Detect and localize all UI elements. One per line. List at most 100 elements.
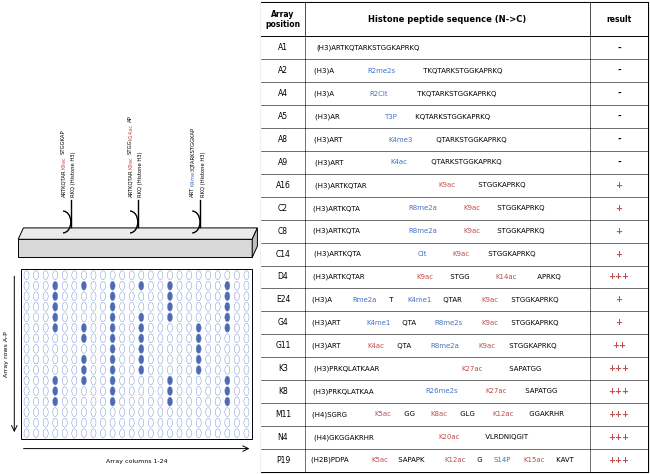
Circle shape [43, 292, 48, 301]
Circle shape [158, 323, 163, 332]
Circle shape [53, 397, 58, 406]
Circle shape [120, 376, 125, 385]
Text: A4: A4 [278, 89, 288, 98]
Circle shape [205, 271, 211, 280]
Circle shape [158, 408, 163, 417]
Text: SAPAPK: SAPAPK [396, 457, 427, 463]
Circle shape [62, 271, 68, 280]
Text: RKQ (Histone H3): RKQ (Histone H3) [201, 151, 205, 197]
Circle shape [91, 387, 96, 395]
Text: A16: A16 [276, 181, 291, 190]
Text: (H3)A: (H3)A [315, 91, 337, 97]
Text: (H3)ARTKQTAR: (H3)ARTKQTAR [315, 182, 369, 189]
Circle shape [53, 302, 58, 311]
Circle shape [72, 292, 77, 301]
Circle shape [244, 302, 249, 311]
Circle shape [168, 313, 172, 322]
Text: AP: AP [128, 116, 133, 122]
Circle shape [120, 302, 125, 311]
Circle shape [215, 387, 220, 395]
Circle shape [120, 281, 125, 290]
Circle shape [187, 323, 192, 332]
Circle shape [235, 323, 239, 332]
Circle shape [110, 387, 115, 395]
Circle shape [235, 397, 239, 406]
Circle shape [196, 376, 202, 385]
Circle shape [34, 302, 38, 311]
Circle shape [120, 271, 125, 280]
Circle shape [225, 355, 230, 364]
Text: K9ac: K9ac [463, 228, 480, 234]
Circle shape [101, 302, 105, 311]
Circle shape [225, 302, 230, 311]
Circle shape [120, 365, 125, 374]
Bar [261, 449, 648, 472]
Circle shape [129, 365, 135, 374]
Circle shape [177, 323, 182, 332]
Circle shape [53, 313, 58, 322]
Circle shape [34, 313, 38, 322]
Circle shape [225, 397, 230, 406]
Circle shape [168, 365, 172, 374]
Circle shape [43, 429, 48, 438]
Circle shape [43, 302, 48, 311]
Circle shape [177, 345, 182, 353]
Circle shape [110, 302, 115, 311]
Circle shape [53, 408, 58, 417]
Text: K27ac: K27ac [462, 365, 483, 372]
Text: M11: M11 [275, 410, 291, 419]
Circle shape [81, 345, 86, 353]
Circle shape [81, 313, 86, 322]
Circle shape [81, 397, 86, 406]
Circle shape [72, 281, 77, 290]
Circle shape [168, 418, 172, 427]
Circle shape [138, 355, 144, 364]
Text: STGGKAPRKQ: STGGKAPRKQ [508, 297, 558, 303]
Circle shape [158, 334, 163, 343]
Text: STGGKAPRKQ: STGGKAPRKQ [495, 228, 545, 234]
Circle shape [62, 323, 68, 332]
Circle shape [225, 418, 230, 427]
Circle shape [91, 397, 96, 406]
Circle shape [138, 281, 144, 290]
Text: R2me2s: R2me2s [367, 68, 396, 74]
Circle shape [53, 345, 58, 353]
Text: GGAKRHR: GGAKRHR [527, 411, 564, 418]
Text: (H3)ART: (H3)ART [312, 342, 343, 349]
Circle shape [187, 365, 192, 374]
Text: R2Cit: R2Cit [369, 91, 388, 97]
Circle shape [196, 345, 202, 353]
Circle shape [53, 355, 58, 364]
Circle shape [101, 376, 105, 385]
Bar [261, 82, 648, 105]
Circle shape [43, 313, 48, 322]
Text: K4me3: K4me3 [190, 168, 195, 186]
Circle shape [129, 355, 135, 364]
Circle shape [177, 355, 182, 364]
Circle shape [62, 334, 68, 343]
Bar [261, 105, 648, 128]
Text: SAPATGG: SAPATGG [507, 365, 541, 372]
Circle shape [177, 418, 182, 427]
Circle shape [72, 271, 77, 280]
Circle shape [34, 271, 38, 280]
Circle shape [215, 408, 220, 417]
Circle shape [196, 387, 202, 395]
Text: (H3)A: (H3)A [314, 68, 336, 74]
Circle shape [244, 313, 249, 322]
Circle shape [168, 302, 172, 311]
Circle shape [81, 323, 86, 332]
Circle shape [215, 397, 220, 406]
Circle shape [205, 355, 211, 364]
Circle shape [225, 345, 230, 353]
Circle shape [34, 397, 38, 406]
Circle shape [168, 281, 172, 290]
Circle shape [225, 365, 230, 374]
Circle shape [215, 365, 220, 374]
Circle shape [205, 408, 211, 417]
Circle shape [110, 355, 115, 364]
Text: QTAR: QTAR [441, 297, 464, 303]
Circle shape [53, 365, 58, 374]
Text: (H3)PRKQLATKAAR: (H3)PRKQLATKAAR [315, 365, 382, 372]
Circle shape [244, 271, 249, 280]
